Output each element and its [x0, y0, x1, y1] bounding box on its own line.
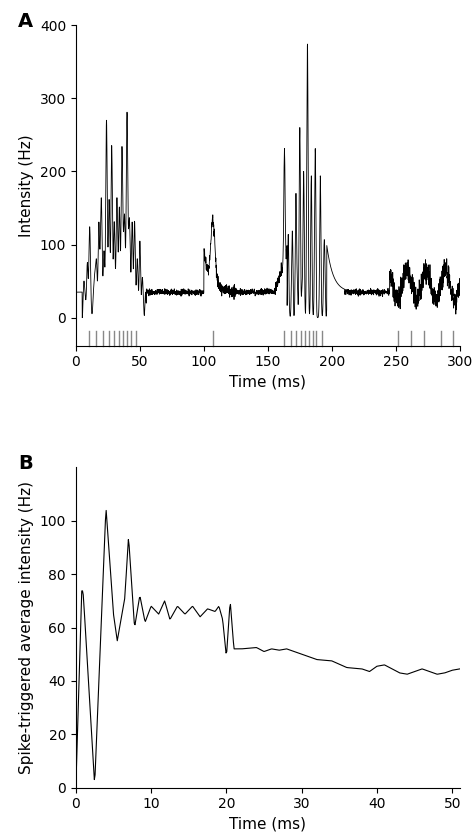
Text: B: B — [18, 454, 33, 473]
Y-axis label: Spike-triggered average intensity (Hz): Spike-triggered average intensity (Hz) — [19, 481, 34, 774]
Text: A: A — [18, 13, 33, 31]
X-axis label: Time (ms): Time (ms) — [229, 375, 306, 390]
Y-axis label: Intensity (Hz): Intensity (Hz) — [19, 134, 34, 236]
X-axis label: Time (ms): Time (ms) — [229, 817, 306, 832]
